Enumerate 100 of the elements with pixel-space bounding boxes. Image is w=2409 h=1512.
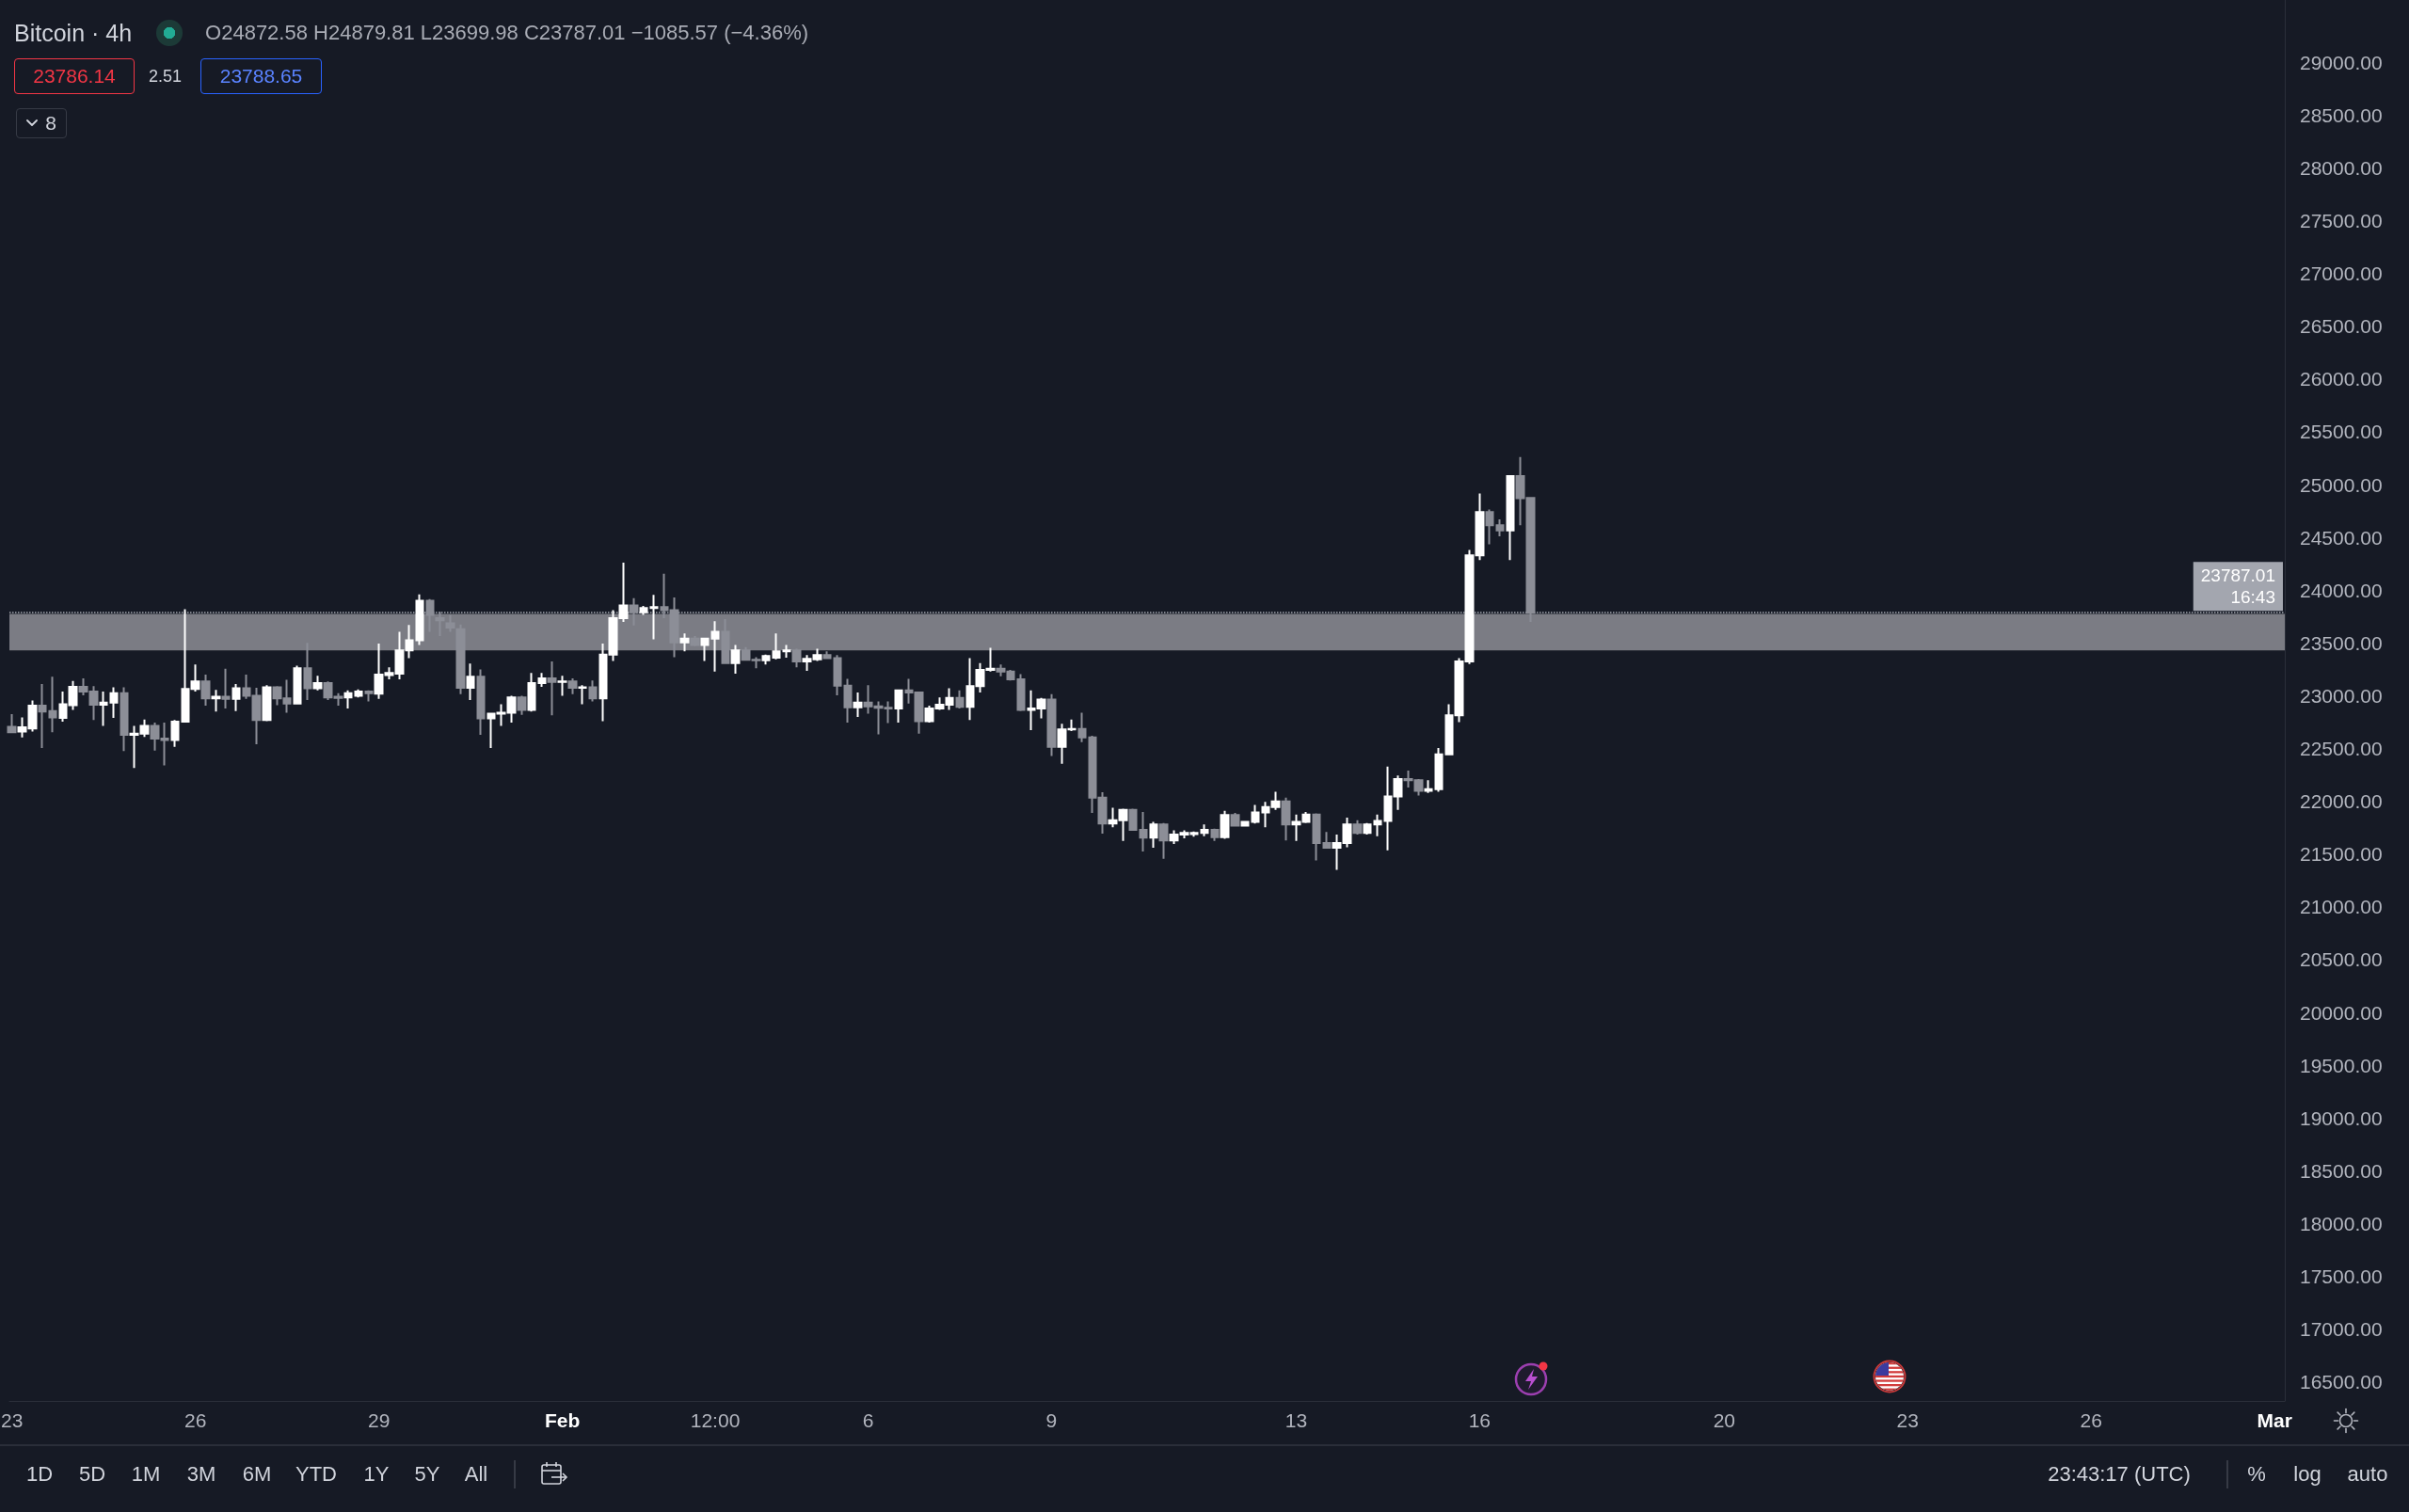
candlestick xyxy=(1352,819,1363,836)
y-tick-label: 18000.00 xyxy=(2300,1212,2383,1234)
candlestick xyxy=(1322,831,1332,850)
candlestick xyxy=(415,593,424,646)
candlestick xyxy=(200,674,211,708)
candlestick xyxy=(822,650,832,661)
candlestick xyxy=(843,677,853,724)
text: 6M xyxy=(242,1462,272,1486)
y-tick-label: 16500.00 xyxy=(2300,1371,2383,1393)
y-tick-label: 24500.00 xyxy=(2300,526,2383,549)
candlestick xyxy=(567,676,578,695)
candlestick xyxy=(679,632,690,653)
text: 3M xyxy=(186,1462,216,1486)
candlestick xyxy=(231,683,241,712)
text: auto xyxy=(2347,1462,2388,1486)
annotation: 23788.65 xyxy=(219,65,303,88)
candlestick xyxy=(833,654,842,696)
candlestick xyxy=(1240,820,1250,828)
candlestick xyxy=(1495,518,1505,538)
text: All xyxy=(464,1462,488,1486)
y-tick-label: 21500.00 xyxy=(2300,843,2383,866)
annotation: 23786.14 xyxy=(33,65,116,88)
candlestick xyxy=(1200,823,1209,837)
x-tick-label: 9 xyxy=(1045,1409,1058,1431)
candlestick xyxy=(517,694,527,716)
y-tick-label: 26500.00 xyxy=(2300,315,2383,338)
x-tick-label: 13 xyxy=(1284,1409,1308,1431)
candlestick xyxy=(1210,827,1220,842)
candlestick xyxy=(700,636,710,662)
y-tick-label: 18500.00 xyxy=(2300,1159,2383,1182)
candlestick xyxy=(38,683,47,749)
candlestick xyxy=(894,689,903,724)
y-tick-label: 23000.00 xyxy=(2300,684,2383,707)
candlestick xyxy=(293,664,302,706)
candlestick xyxy=(772,632,781,661)
annotation: 8 xyxy=(45,112,56,135)
ref-line-label: 23787.01 xyxy=(2200,565,2275,586)
x-tick-label: 29 xyxy=(367,1409,391,1431)
candlestick xyxy=(782,644,791,660)
candlestick xyxy=(343,689,353,709)
candlestick xyxy=(1230,812,1240,828)
text: 1Y xyxy=(363,1462,390,1486)
y-tick-label: 27000.00 xyxy=(2300,263,2383,285)
x-tick-label: 26 xyxy=(183,1409,207,1431)
y-tick-label: 23500.00 xyxy=(2300,631,2383,654)
y-tick-label: 22500.00 xyxy=(2300,738,2383,760)
text: 1M xyxy=(131,1462,161,1486)
text: % xyxy=(2247,1462,2266,1486)
candlestick xyxy=(109,686,119,720)
candlestick xyxy=(312,675,323,692)
annotation: 2.51 xyxy=(149,67,183,86)
text: Bitcoin · 4h xyxy=(14,19,133,46)
x-tick-label: 16 xyxy=(1468,1409,1492,1431)
text: 5Y xyxy=(414,1462,440,1486)
candlestick xyxy=(1046,692,1057,757)
candlestick xyxy=(48,676,57,734)
candlestick xyxy=(1139,810,1148,852)
y-tick-label: 25500.00 xyxy=(2300,421,2383,443)
candlestick xyxy=(1016,673,1026,712)
candlestick xyxy=(639,605,648,616)
y-tick-label: 17500.00 xyxy=(2300,1265,2383,1288)
y-tick-label: 25000.00 xyxy=(2300,473,2383,496)
x-tick-label: 20 xyxy=(1713,1409,1735,1431)
candlestick xyxy=(466,662,475,701)
y-tick-label: 20500.00 xyxy=(2300,948,2383,971)
candlestick xyxy=(7,713,17,734)
candlestick xyxy=(1506,473,1515,562)
x-tick-label: Feb xyxy=(544,1409,581,1431)
candlestick xyxy=(1281,796,1291,842)
candlestick xyxy=(578,684,587,706)
text: 1D xyxy=(25,1462,54,1486)
y-tick-label: 29000.00 xyxy=(2300,51,2383,73)
candlestick xyxy=(629,597,639,627)
candlestick xyxy=(649,594,659,641)
candlestick xyxy=(354,688,363,699)
candlestick xyxy=(1363,821,1372,836)
annotation: O24872.58 H24879.81 L23699.98 C23787.01 −1085.57 (−4.36%) xyxy=(205,21,809,44)
candlestick xyxy=(1424,779,1433,794)
annotation: 16:43 xyxy=(2230,587,2275,608)
candlestick xyxy=(1077,711,1087,743)
candlestick xyxy=(537,672,547,688)
candlestick xyxy=(955,689,965,709)
candlestick xyxy=(721,618,730,665)
text: YTD xyxy=(295,1462,337,1486)
candlestick xyxy=(99,690,108,727)
candlestick xyxy=(710,620,720,673)
text: 23:43:17 (UTC) xyxy=(2048,1462,2191,1486)
y-tick-label: 26000.00 xyxy=(2300,368,2383,390)
candlestick xyxy=(476,668,486,736)
y-tick-label: 22000.00 xyxy=(2300,790,2383,813)
y-tick-label: 28500.00 xyxy=(2300,103,2383,126)
text: 5D xyxy=(78,1462,106,1486)
candlestick xyxy=(1434,746,1444,793)
candlestick xyxy=(1251,804,1260,825)
candlestick xyxy=(1149,820,1158,850)
y-tick-label: 19500.00 xyxy=(2300,1054,2383,1076)
candlestick xyxy=(445,613,455,633)
y-tick-label: 24000.00 xyxy=(2300,579,2383,601)
x-tick-label: 26 xyxy=(2080,1409,2102,1431)
y-tick-label: 20000.00 xyxy=(2300,1001,2383,1024)
